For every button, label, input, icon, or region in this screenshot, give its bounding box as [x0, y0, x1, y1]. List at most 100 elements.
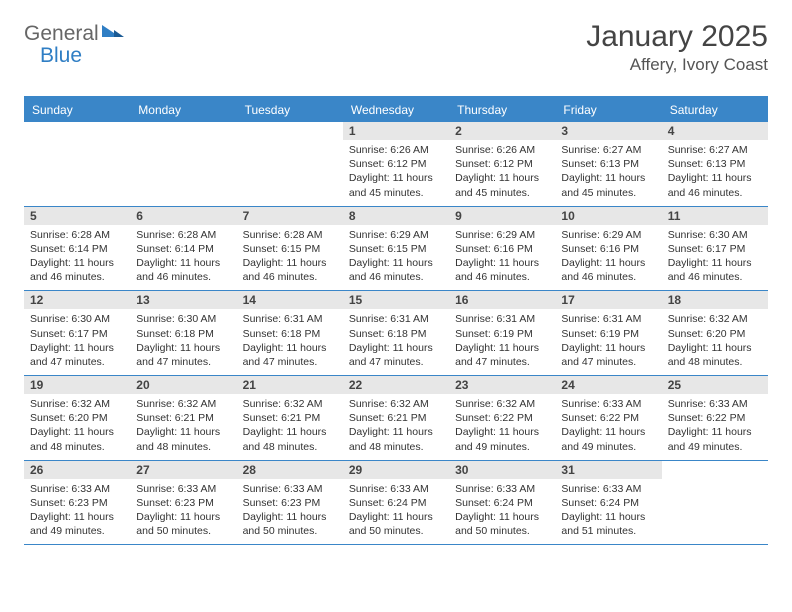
day-12: 12Sunrise: 6:30 AMSunset: 6:17 PMDayligh… [24, 291, 130, 375]
sunrise-line: Sunrise: 6:33 AM [561, 397, 655, 411]
sunrise-line: Sunrise: 6:32 AM [455, 397, 549, 411]
day-body: Sunrise: 6:31 AMSunset: 6:19 PMDaylight:… [449, 309, 555, 369]
daylight-line: Daylight: 11 hours and 46 minutes. [668, 256, 762, 284]
day-number: 13 [130, 291, 236, 309]
day-number [237, 122, 343, 140]
sunrise-line: Sunrise: 6:32 AM [243, 397, 337, 411]
sunrise-line: Sunrise: 6:29 AM [349, 228, 443, 242]
day-body: Sunrise: 6:28 AMSunset: 6:14 PMDaylight:… [24, 225, 130, 285]
sunset-line: Sunset: 6:19 PM [455, 327, 549, 341]
sunset-line: Sunset: 6:14 PM [30, 242, 124, 256]
day-number: 22 [343, 376, 449, 394]
day-number: 17 [555, 291, 661, 309]
day-number: 30 [449, 461, 555, 479]
daylight-line: Daylight: 11 hours and 46 minutes. [30, 256, 124, 284]
sunrise-line: Sunrise: 6:33 AM [136, 482, 230, 496]
sunrise-line: Sunrise: 6:33 AM [668, 397, 762, 411]
day-23: 23Sunrise: 6:32 AMSunset: 6:22 PMDayligh… [449, 376, 555, 460]
sunrise-line: Sunrise: 6:31 AM [349, 312, 443, 326]
day-18: 18Sunrise: 6:32 AMSunset: 6:20 PMDayligh… [662, 291, 768, 375]
page: General Blue January 2025 Affery, Ivory … [0, 0, 792, 612]
sunrise-line: Sunrise: 6:31 AM [243, 312, 337, 326]
daylight-line: Daylight: 11 hours and 49 minutes. [30, 510, 124, 538]
day-26: 26Sunrise: 6:33 AMSunset: 6:23 PMDayligh… [24, 461, 130, 545]
day-body: Sunrise: 6:26 AMSunset: 6:12 PMDaylight:… [343, 140, 449, 200]
day-body: Sunrise: 6:30 AMSunset: 6:17 PMDaylight:… [24, 309, 130, 369]
day-body: Sunrise: 6:31 AMSunset: 6:19 PMDaylight:… [555, 309, 661, 369]
daylight-line: Daylight: 11 hours and 50 minutes. [136, 510, 230, 538]
day-number: 28 [237, 461, 343, 479]
dayname-sunday: Sunday [24, 98, 130, 122]
sunrise-line: Sunrise: 6:29 AM [561, 228, 655, 242]
sunrise-line: Sunrise: 6:32 AM [349, 397, 443, 411]
sunset-line: Sunset: 6:12 PM [349, 157, 443, 171]
brand-part1: General [24, 22, 99, 46]
day-number: 18 [662, 291, 768, 309]
sunset-line: Sunset: 6:22 PM [455, 411, 549, 425]
day-3: 3Sunrise: 6:27 AMSunset: 6:13 PMDaylight… [555, 122, 661, 206]
sunrise-line: Sunrise: 6:30 AM [136, 312, 230, 326]
day-number: 4 [662, 122, 768, 140]
day-body: Sunrise: 6:29 AMSunset: 6:15 PMDaylight:… [343, 225, 449, 285]
sunset-line: Sunset: 6:12 PM [455, 157, 549, 171]
daylight-line: Daylight: 11 hours and 46 minutes. [668, 171, 762, 199]
day-25: 25Sunrise: 6:33 AMSunset: 6:22 PMDayligh… [662, 376, 768, 460]
sunset-line: Sunset: 6:23 PM [136, 496, 230, 510]
week-row: 1Sunrise: 6:26 AMSunset: 6:12 PMDaylight… [24, 122, 768, 207]
day-21: 21 Sunrise: 6:32 AMSunset: 6:21 PMDayligh… [237, 376, 343, 460]
sunset-line: Sunset: 6:24 PM [561, 496, 655, 510]
day-1: 1Sunrise: 6:26 AMSunset: 6:12 PMDaylight… [343, 122, 449, 206]
daylight-line: Daylight: 11 hours and 47 minutes. [136, 341, 230, 369]
day-body: Sunrise: 6:32 AMSunset: 6:21 PMDaylight:… [343, 394, 449, 454]
day-body: Sunrise: 6:29 AMSunset: 6:16 PMDaylight:… [449, 225, 555, 285]
sunrise-line: Sunrise: 6:27 AM [561, 143, 655, 157]
day-empty [662, 461, 768, 545]
daylight-line: Daylight: 11 hours and 45 minutes. [561, 171, 655, 199]
day-19: 19Sunrise: 6:32 AMSunset: 6:20 PMDayligh… [24, 376, 130, 460]
day-empty [24, 122, 130, 206]
daylight-line: Daylight: 11 hours and 46 minutes. [349, 256, 443, 284]
daylight-line: Daylight: 11 hours and 48 minutes. [243, 425, 337, 453]
daylight-line: Daylight: 11 hours and 47 minutes. [455, 341, 549, 369]
sunrise-line: Sunrise: 6:27 AM [668, 143, 762, 157]
sunrise-line: Sunrise: 6:33 AM [30, 482, 124, 496]
day-number: 8 [343, 207, 449, 225]
day-10: 10Sunrise: 6:29 AMSunset: 6:16 PMDayligh… [555, 207, 661, 291]
daylight-line: Daylight: 11 hours and 47 minutes. [243, 341, 337, 369]
sunrise-line: Sunrise: 6:28 AM [136, 228, 230, 242]
daylight-line: Daylight: 11 hours and 48 minutes. [136, 425, 230, 453]
sunset-line: Sunset: 6:18 PM [243, 327, 337, 341]
dayname-friday: Friday [555, 98, 661, 122]
sunset-line: Sunset: 6:21 PM [349, 411, 443, 425]
day-number: 16 [449, 291, 555, 309]
day-number: 9 [449, 207, 555, 225]
day-empty [237, 122, 343, 206]
day-6: 6Sunrise: 6:28 AMSunset: 6:14 PMDaylight… [130, 207, 236, 291]
dayname-wednesday: Wednesday [343, 98, 449, 122]
day-11: 11Sunrise: 6:30 AMSunset: 6:17 PMDayligh… [662, 207, 768, 291]
week-row: 19Sunrise: 6:32 AMSunset: 6:20 PMDayligh… [24, 376, 768, 461]
daylight-line: Daylight: 11 hours and 49 minutes. [455, 425, 549, 453]
day-number: 31 [555, 461, 661, 479]
sunrise-line: Sunrise: 6:32 AM [668, 312, 762, 326]
dayname-monday: Monday [130, 98, 236, 122]
day-empty [130, 122, 236, 206]
sunrise-line: Sunrise: 6:31 AM [561, 312, 655, 326]
day-number: 21 [237, 376, 343, 394]
sunset-line: Sunset: 6:21 PM [243, 411, 337, 425]
daylight-line: Daylight: 11 hours and 46 minutes. [455, 256, 549, 284]
day-4: 4Sunrise: 6:27 AMSunset: 6:13 PMDaylight… [662, 122, 768, 206]
day-body: Sunrise: 6:26 AMSunset: 6:12 PMDaylight:… [449, 140, 555, 200]
day-body: Sunrise: 6:29 AMSunset: 6:16 PMDaylight:… [555, 225, 661, 285]
day-body: Sunrise: 6:33 AMSunset: 6:23 PMDaylight:… [24, 479, 130, 539]
day-15: 15Sunrise: 6:31 AMSunset: 6:18 PMDayligh… [343, 291, 449, 375]
brand-part2: Blue [40, 44, 82, 68]
calendar-grid: SundayMondayTuesdayWednesdayThursdayFrid… [24, 96, 768, 545]
sunrise-line: Sunrise: 6:28 AM [243, 228, 337, 242]
daylight-line: Daylight: 11 hours and 50 minutes. [349, 510, 443, 538]
day-number: 26 [24, 461, 130, 479]
day-body: Sunrise: 6:31 AMSunset: 6:18 PMDaylight:… [343, 309, 449, 369]
daylight-line: Daylight: 11 hours and 48 minutes. [349, 425, 443, 453]
day-number: 14 [237, 291, 343, 309]
day-body: Sunrise: 6:28 AMSunset: 6:14 PMDaylight:… [130, 225, 236, 285]
